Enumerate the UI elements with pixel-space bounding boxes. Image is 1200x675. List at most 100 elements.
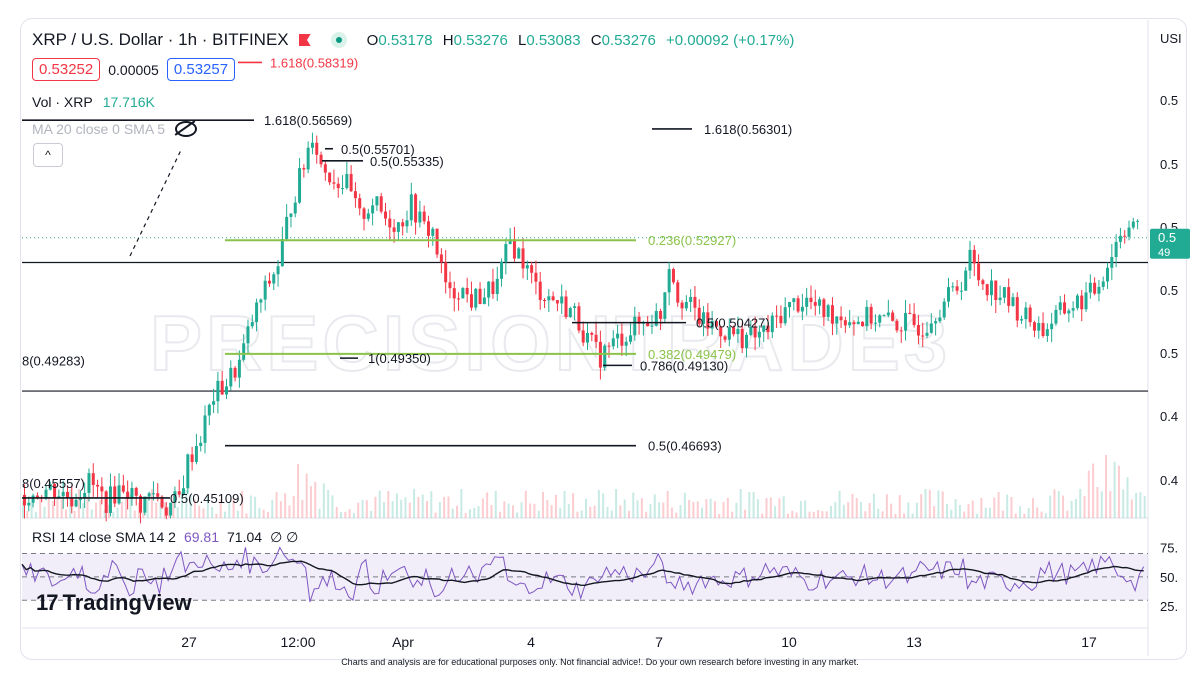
volume-bar <box>756 499 759 518</box>
volume-bar <box>804 500 807 518</box>
candle-body <box>418 211 422 223</box>
volume-bar <box>503 501 506 518</box>
volume-bar <box>731 511 734 518</box>
candle-body <box>620 333 624 346</box>
candle-body <box>169 502 173 516</box>
candle-body <box>1041 323 1045 337</box>
candle-body <box>504 244 508 262</box>
candle-body <box>487 281 491 298</box>
hidden-eye-icon[interactable] <box>175 121 198 137</box>
volume-bar <box>206 496 209 518</box>
volume-bar <box>593 505 596 518</box>
volume-bar <box>34 511 37 518</box>
volume-bar <box>658 502 661 518</box>
volume-bar <box>834 502 837 518</box>
candle-body <box>134 487 138 496</box>
volume-bar <box>817 510 820 518</box>
volume-bar <box>958 505 961 518</box>
volume-bar <box>885 494 888 518</box>
volume-bar <box>683 492 686 518</box>
candle-body <box>663 292 667 319</box>
candle-body <box>384 211 388 219</box>
volume-bar <box>189 494 192 518</box>
volume-bar <box>550 505 553 518</box>
candle-body <box>78 498 82 500</box>
candle-body <box>207 404 211 416</box>
candle-body <box>977 263 981 281</box>
volume-bar <box>434 512 437 518</box>
volume-legend[interactable]: Vol · XRP 17.716K <box>32 94 155 110</box>
volume-bar <box>507 503 510 518</box>
volume-bar <box>524 490 527 518</box>
candle-body <box>805 297 809 307</box>
volume-bar <box>103 510 106 518</box>
volume-bar <box>133 510 136 518</box>
candle-body <box>61 491 65 497</box>
high-label: H <box>442 31 454 49</box>
sell-button[interactable]: 0.53252 <box>32 58 101 81</box>
volume-bar <box>915 502 918 518</box>
volume-bar <box>984 507 987 518</box>
volume-bar <box>1109 491 1112 518</box>
volume-bar <box>494 490 497 518</box>
candle-body <box>1007 287 1011 306</box>
ma-legend[interactable]: MA 20 close 0 SMA 5 <box>32 121 198 137</box>
volume-bar <box>933 506 936 518</box>
volume-bar <box>868 503 871 518</box>
volume-bar <box>395 493 398 518</box>
candle-body <box>276 266 280 275</box>
volume-bar <box>1079 488 1082 518</box>
candle-body <box>237 359 241 378</box>
volume-bar <box>855 498 858 518</box>
rsi-value: 69.81 <box>183 529 220 545</box>
tradingview-logo[interactable]: 17 TradingView <box>36 590 192 616</box>
candle-body <box>478 288 482 305</box>
volume-bar <box>430 491 433 518</box>
fib-level-label: 8(0.49283) <box>22 353 85 368</box>
volume-bar <box>1010 496 1013 518</box>
candle-body <box>482 297 486 305</box>
volume-bar <box>795 512 798 518</box>
candle-body <box>212 401 216 405</box>
volume-bar <box>864 511 867 518</box>
candle-body <box>1080 295 1084 310</box>
candle-body <box>74 499 78 507</box>
candle-body <box>886 312 890 316</box>
candle-body <box>65 491 69 499</box>
candle-body <box>1028 307 1032 323</box>
volume-bar <box>352 513 355 518</box>
rsi-legend[interactable]: RSI 14 close SMA 14 2 69.81 71.04 ∅ ∅ <box>32 529 298 546</box>
candle-body <box>229 367 233 387</box>
volume-bar <box>254 496 257 518</box>
candle-body <box>904 312 908 331</box>
volume-bar <box>232 498 235 518</box>
collapse-legend-button[interactable]: ^ <box>33 143 63 167</box>
volume-bar <box>142 512 145 518</box>
candle-body <box>186 454 190 489</box>
volume-bar <box>288 505 291 518</box>
candle-body <box>491 281 495 294</box>
flag-icon[interactable] <box>298 34 311 46</box>
candle-body <box>607 345 611 347</box>
volume-bar <box>468 509 471 518</box>
y-tick-label: 0.4 <box>1160 409 1178 424</box>
price-axis-unit[interactable]: USI <box>1160 31 1182 46</box>
candle-body <box>27 502 31 506</box>
symbol-title[interactable]: XRP / U.S. Dollar · 1h · BITFINEX <box>32 30 289 49</box>
volume-bar <box>400 499 403 518</box>
volume-bar <box>572 493 575 518</box>
volume-bar <box>60 499 63 518</box>
candle-body <box>53 484 57 499</box>
volume-bar <box>653 494 656 518</box>
volume-bar <box>640 498 643 518</box>
candle-body <box>143 496 147 513</box>
volume-bar <box>460 489 463 518</box>
volume-bar <box>365 500 368 518</box>
buy-button[interactable]: 0.53257 <box>166 58 236 81</box>
candle-body <box>624 341 628 346</box>
candle-body <box>1106 267 1110 282</box>
volume-bar <box>1036 507 1039 518</box>
volume-bar <box>537 510 540 518</box>
candle-body <box>23 494 26 506</box>
